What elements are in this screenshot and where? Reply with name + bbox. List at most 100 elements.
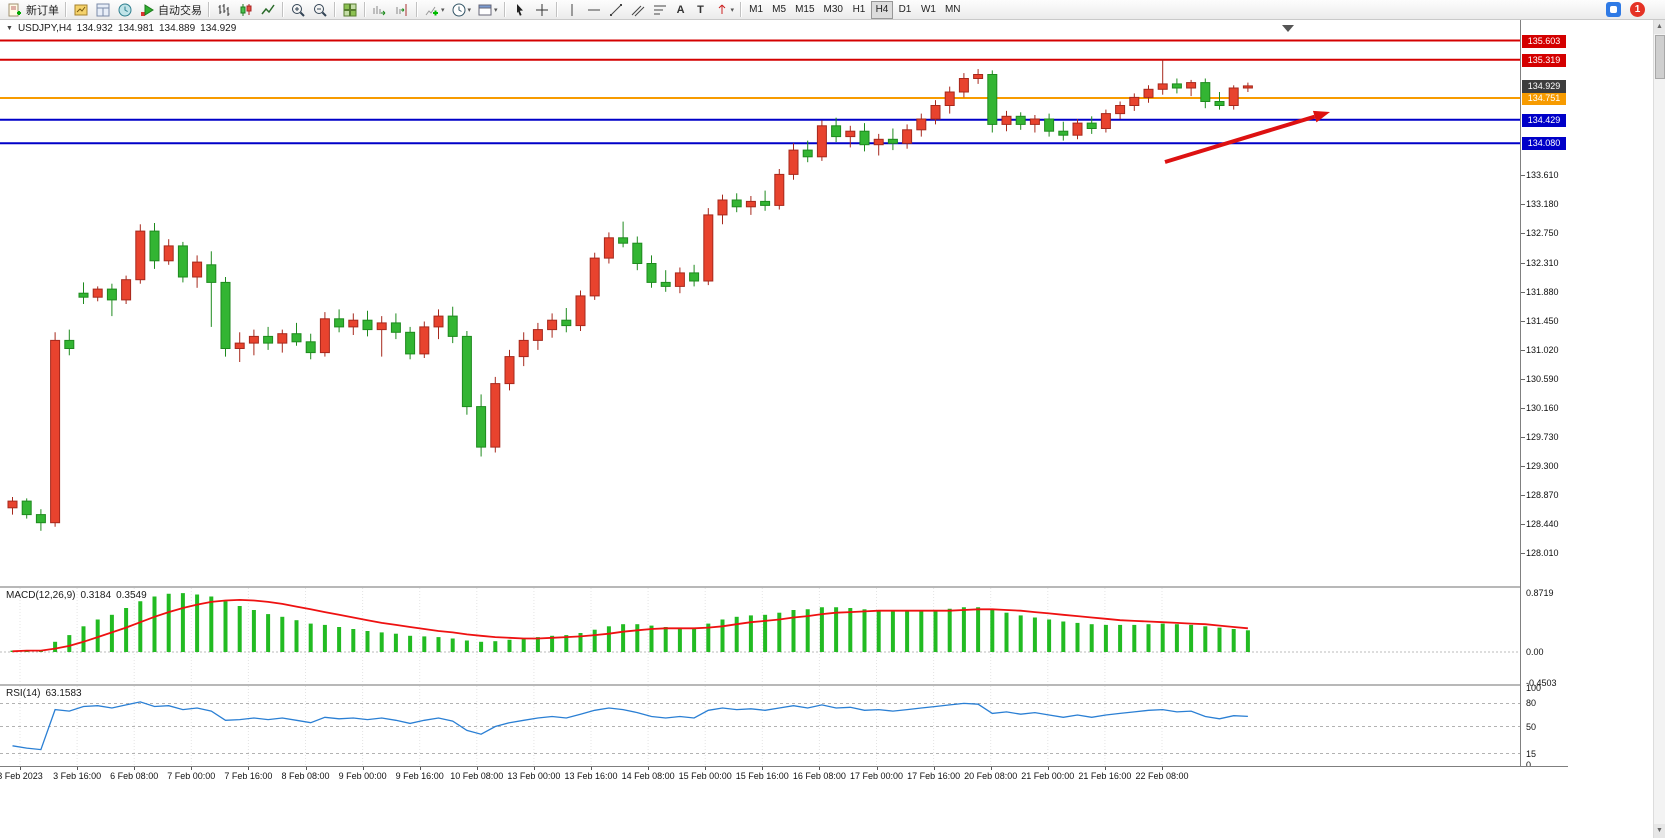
candle-body [1186, 82, 1197, 89]
timeframe-button-mn[interactable]: MN [941, 1, 965, 19]
cursor-button[interactable] [509, 1, 531, 19]
chart-shift-marker-icon[interactable] [1282, 25, 1294, 32]
timeframe-button-m5[interactable]: M5 [768, 1, 790, 19]
time-axis-tick [20, 767, 21, 770]
market-watch-button[interactable] [70, 1, 92, 19]
chevron-down-icon: ▾ [441, 6, 445, 14]
data-window-button[interactable] [92, 1, 114, 19]
line-chart-icon [261, 4, 275, 14]
fibonacci-button[interactable] [649, 1, 671, 19]
horizontal-line-button[interactable] [583, 1, 605, 19]
candle-body [248, 335, 259, 344]
time-axis-label: 10 Feb 08:00 [450, 771, 504, 781]
rsi-axis-label: 15 [1526, 748, 1537, 759]
chart-low-value: 134.889 [158, 23, 196, 34]
axis-tick [1521, 378, 1525, 380]
time-axis[interactable]: 3 Feb 2023 3 Feb 16:00 6 Feb 08:00 7 Feb 00… [0, 766, 1568, 789]
text-button[interactable]: A [671, 1, 691, 19]
panel-splitter[interactable] [0, 586, 1568, 588]
time-axis-label: 21 Feb 16:00 [1078, 771, 1132, 781]
channel-button[interactable] [627, 1, 649, 19]
scrollbar-thumb[interactable] [1655, 35, 1665, 79]
arrows-button[interactable]: ▾ [711, 1, 738, 19]
bar-chart-button[interactable] [213, 1, 235, 19]
zoom-out-button[interactable] [309, 1, 331, 19]
indicators-button[interactable]: ▾ [421, 1, 448, 19]
time-axis-label: 20 Feb 08:00 [964, 771, 1018, 781]
notification-badge: 1 [1630, 2, 1645, 17]
candle-body [774, 173, 785, 206]
axis-tick [1521, 553, 1525, 554]
zoom-in-button[interactable] [287, 1, 309, 19]
timeframe-group: M1 M5 M15 M30 H1 H4 D1 W1 MN [745, 0, 965, 19]
templates-button[interactable]: ▾ [474, 1, 501, 19]
candlestick-chart-button[interactable] [235, 1, 257, 19]
price-chart-canvas[interactable] [0, 20, 1520, 586]
auto-trading-button[interactable]: 自动交易 [136, 1, 205, 19]
vertical-scrollbar[interactable]: ▲ ▼ [1653, 20, 1665, 838]
new-order-button[interactable]: 新订单 [4, 1, 62, 19]
time-axis-label: 14 Feb 08:00 [621, 771, 675, 781]
candle-body [490, 383, 501, 448]
tile-windows-button[interactable] [339, 1, 361, 19]
trend-arrow-line[interactable] [1164, 114, 1316, 164]
label-button[interactable]: T [691, 1, 711, 19]
new-order-icon [8, 3, 21, 16]
chart-close-value: 134.929 [200, 23, 237, 34]
timeframe-button-m30[interactable]: M30 [820, 1, 847, 19]
macd-signal-value: 0.3549 [116, 590, 147, 601]
timeframe-button-h1[interactable]: H1 [848, 1, 870, 19]
candle-body [305, 341, 316, 354]
candle-body [263, 335, 274, 344]
candle-body [1044, 118, 1055, 132]
indicators-icon [425, 6, 438, 15]
trend-arrow-head [1312, 110, 1330, 123]
candle-body [902, 129, 913, 144]
tile-windows-icon [343, 3, 357, 16]
timeframe-button-w1[interactable]: W1 [917, 1, 940, 19]
scrollbar-up-icon[interactable]: ▲ [1654, 20, 1665, 34]
candle-body [532, 329, 543, 341]
panel-splitter[interactable] [0, 684, 1568, 686]
time-axis-tick [648, 767, 650, 770]
candle-body [958, 78, 969, 93]
time-axis-label: 17 Feb 00:00 [849, 771, 904, 781]
rsi-panel-canvas[interactable] [0, 686, 1520, 766]
candle-body [405, 331, 416, 355]
candle-body [163, 245, 174, 262]
chart-header: ▼ USDJPY,H4 134.932 134.981 134.889 134.… [6, 23, 236, 34]
price-axis-label: 129.730 [1526, 431, 1559, 442]
timeframe-button-h4[interactable]: H4 [870, 0, 893, 19]
price-axis-label: 132.750 [1526, 228, 1559, 239]
level-price-tag: 134.080 [1522, 137, 1566, 151]
timeframe-button-m15[interactable]: M15 [791, 1, 818, 19]
auto-scroll-button[interactable] [369, 1, 391, 19]
timeframe-button-m1[interactable]: M1 [745, 1, 767, 19]
auto-scroll-icon [373, 5, 386, 15]
time-axis-tick [248, 767, 250, 770]
periods-clock-icon [452, 3, 466, 16]
navigator-button[interactable] [114, 1, 136, 19]
app-icon[interactable] [1606, 2, 1621, 17]
price-axis[interactable]: 133.610 133.180 132.750 132.310 131.880 131.4… [1520, 20, 1569, 770]
trendline-button[interactable] [605, 1, 627, 19]
candle-body [504, 356, 515, 385]
timeframe-button-d1[interactable]: D1 [894, 1, 916, 19]
line-chart-button[interactable] [257, 1, 279, 19]
time-axis-label: 21 Feb 00:00 [1021, 771, 1075, 781]
crosshair-button[interactable] [531, 1, 553, 19]
toolbar: 新订单 自动交易 [0, 0, 1665, 20]
candle-body [689, 272, 700, 282]
symbol-marker-icon[interactable]: ▼ [6, 25, 13, 32]
crosshair-icon [535, 3, 548, 16]
candle-body [7, 500, 18, 509]
time-axis-tick [134, 767, 136, 770]
chart-shift-button[interactable] [391, 1, 413, 19]
vertical-line-button[interactable] [561, 1, 583, 19]
scrollbar-down-icon[interactable]: ▼ [1654, 824, 1665, 838]
candle-body [433, 315, 444, 328]
candle-body [1143, 88, 1154, 98]
macd-signal-line [12, 598, 1248, 653]
macd-panel-canvas[interactable] [0, 588, 1520, 684]
periods-button[interactable]: ▾ [448, 1, 475, 19]
